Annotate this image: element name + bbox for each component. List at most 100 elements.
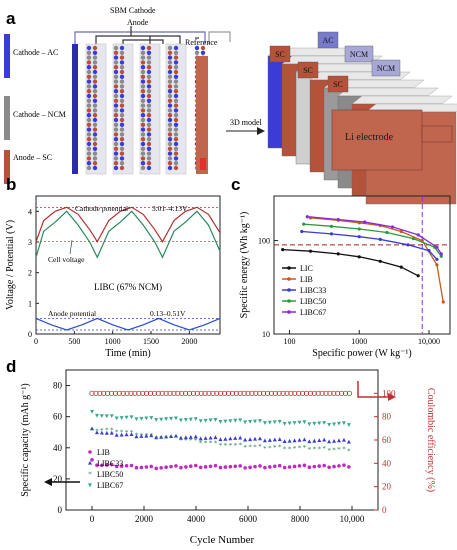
plot-frame-c	[273, 195, 451, 335]
d-data-point	[299, 390, 306, 396]
particle	[119, 132, 125, 137]
d-data-point	[179, 465, 183, 470]
layer-tab	[344, 45, 374, 63]
d-data-point: *	[214, 440, 218, 448]
particle	[173, 65, 179, 70]
particle	[167, 137, 173, 142]
particle	[86, 127, 92, 132]
d-data-point	[233, 464, 238, 469]
d-data-point	[284, 390, 290, 396]
particle	[86, 122, 92, 128]
d-data-point	[206, 390, 212, 396]
c-data-point	[378, 259, 382, 263]
particle	[86, 84, 92, 89]
d-ytick-right-label: 20	[382, 482, 392, 492]
particle	[140, 79, 146, 84]
d-data-point: *	[120, 429, 124, 437]
d-data-point	[90, 457, 94, 462]
d-data-point	[159, 390, 165, 396]
particle	[146, 132, 152, 137]
d-data-point	[174, 464, 178, 468]
particle	[140, 117, 146, 123]
particle	[92, 141, 98, 147]
d-data-point	[322, 437, 327, 442]
particle	[167, 117, 173, 123]
layer-tab	[317, 31, 339, 49]
c-data-point	[357, 227, 361, 231]
d-data-point	[218, 465, 223, 470]
particle	[113, 74, 119, 80]
d-data-point	[99, 414, 104, 419]
d-data-point	[258, 464, 262, 468]
c-legend-marker	[287, 299, 291, 303]
d-data-point	[154, 466, 159, 471]
c-data-point	[329, 232, 334, 236]
d-data-point	[317, 421, 322, 426]
d-ytick-left-label: 40	[53, 443, 63, 453]
d-ylabel-right: Coulombic efficiency (%)	[425, 388, 436, 492]
d-data-point	[346, 423, 351, 427]
particle	[119, 161, 125, 166]
particle	[86, 45, 92, 51]
d-data-point	[119, 464, 124, 468]
particle	[167, 79, 173, 84]
particle	[140, 69, 146, 75]
d-data-point	[183, 418, 188, 422]
li-electrode-body	[331, 109, 423, 171]
d-data-point	[341, 421, 346, 426]
d-data-point	[323, 390, 329, 396]
d-data-point	[337, 438, 341, 443]
d-data-point: *	[327, 447, 331, 455]
d-data-point	[198, 390, 204, 396]
d-data-point	[238, 464, 242, 468]
particle	[86, 93, 92, 99]
layer-tab-label: SC	[275, 50, 285, 59]
particle	[119, 55, 125, 60]
c-data-point	[435, 263, 439, 267]
c-data-point	[439, 254, 443, 258]
d-data-point	[95, 463, 99, 467]
d-data-point	[267, 420, 272, 425]
d-data-point	[222, 390, 228, 396]
d-data-point	[241, 390, 247, 396]
c-data-point	[329, 224, 334, 228]
d-legend-marker	[88, 460, 92, 465]
d-data-point	[169, 416, 174, 421]
d-data-point	[346, 390, 352, 396]
d-data-point	[229, 390, 235, 396]
d-data-point	[202, 390, 208, 396]
particle	[167, 98, 173, 104]
d-data-point	[140, 390, 146, 396]
d-data-point	[223, 436, 228, 441]
particle	[167, 50, 173, 55]
d-data-point	[228, 436, 233, 441]
particle	[146, 98, 152, 104]
c-xlabel: Specific power (W kg⁻¹)	[312, 348, 411, 359]
particle	[146, 156, 152, 161]
particle	[113, 79, 119, 84]
d-arrows	[44, 381, 396, 486]
c-ylabel: Specific energy (Wh kg⁻¹)	[239, 212, 250, 319]
d-data-point	[312, 464, 317, 469]
c-data-point	[427, 249, 431, 253]
d-ytick-right-label: 100	[382, 388, 396, 398]
d-data-point	[124, 415, 129, 420]
d-data-point	[194, 390, 200, 396]
b-xtick-label: 1000	[105, 337, 121, 346]
particle	[173, 161, 179, 166]
c-legend-marker	[287, 310, 291, 314]
panel-a: a SBM Cathode Anode Reference	[4, 6, 457, 205]
d-data-point	[208, 435, 213, 440]
particle	[167, 122, 173, 128]
c-legend-label: LIBC33	[300, 286, 326, 295]
particle	[113, 55, 119, 60]
d-data-point	[228, 464, 233, 469]
d-data-point	[188, 417, 193, 422]
d-data-point	[317, 438, 322, 443]
d-data-point	[296, 390, 302, 396]
d-data-point	[218, 420, 223, 424]
particle	[113, 108, 119, 113]
c-data-point	[336, 217, 340, 222]
particle	[173, 60, 179, 65]
d-ytick-right-label: 0	[382, 505, 387, 515]
